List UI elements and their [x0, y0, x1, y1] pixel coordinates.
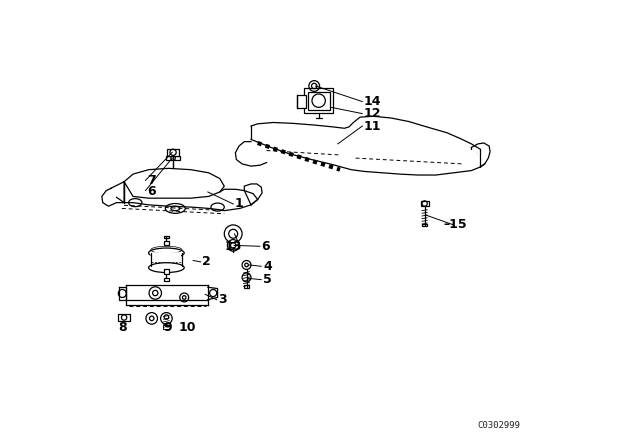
FancyBboxPatch shape: [164, 241, 169, 246]
Polygon shape: [236, 116, 490, 175]
FancyBboxPatch shape: [164, 278, 168, 281]
FancyBboxPatch shape: [164, 236, 168, 238]
Polygon shape: [151, 253, 182, 266]
Text: 11: 11: [364, 120, 381, 133]
Text: 13: 13: [224, 240, 242, 253]
FancyBboxPatch shape: [244, 285, 249, 288]
FancyBboxPatch shape: [422, 224, 428, 226]
FancyBboxPatch shape: [297, 95, 306, 108]
Polygon shape: [102, 182, 124, 206]
FancyBboxPatch shape: [166, 156, 180, 160]
Text: 6: 6: [147, 185, 156, 198]
FancyBboxPatch shape: [420, 201, 429, 206]
FancyBboxPatch shape: [305, 88, 333, 113]
Text: 1: 1: [234, 198, 243, 211]
FancyBboxPatch shape: [164, 269, 169, 274]
Text: 10: 10: [179, 321, 196, 334]
Ellipse shape: [148, 248, 184, 258]
Ellipse shape: [148, 263, 184, 272]
Text: 14: 14: [364, 95, 381, 108]
FancyBboxPatch shape: [163, 325, 170, 329]
FancyBboxPatch shape: [308, 92, 330, 110]
Text: 6: 6: [261, 240, 270, 253]
FancyBboxPatch shape: [167, 149, 179, 156]
Text: 9: 9: [163, 321, 172, 334]
Polygon shape: [116, 179, 258, 211]
Polygon shape: [124, 168, 224, 198]
Text: –15: –15: [444, 218, 467, 231]
Text: 7: 7: [147, 174, 156, 187]
Text: 4: 4: [263, 260, 272, 273]
Text: 3: 3: [218, 293, 227, 306]
Text: 5: 5: [263, 273, 272, 286]
Text: 12: 12: [364, 107, 381, 120]
Text: 2: 2: [202, 255, 211, 268]
Text: C0302999: C0302999: [477, 421, 520, 430]
Text: 8: 8: [118, 321, 127, 334]
FancyBboxPatch shape: [118, 314, 130, 321]
Polygon shape: [244, 184, 262, 205]
